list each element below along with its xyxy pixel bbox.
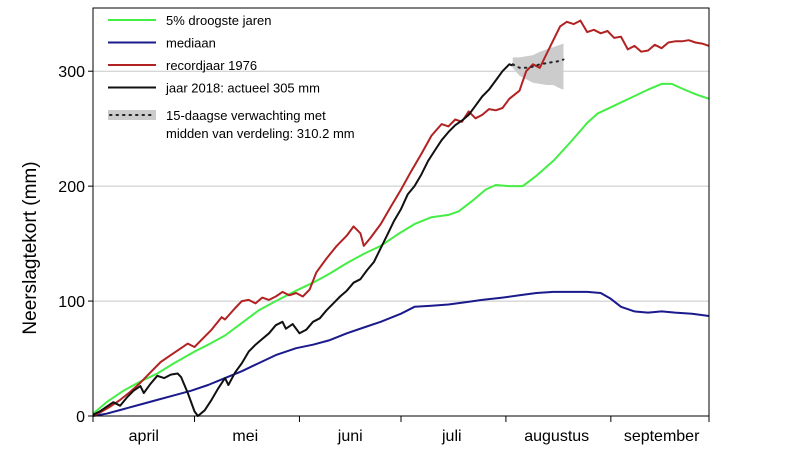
- y-tick-label: 300: [58, 64, 85, 81]
- series-line-recordjaar-1976: [92, 19, 710, 417]
- y-tick-label: 0: [76, 409, 85, 426]
- legend-label: recordjaar 1976: [166, 58, 257, 73]
- x-tick-label: augustus: [524, 428, 589, 445]
- forecast-dots: [511, 58, 565, 69]
- y-tick-label: 100: [58, 294, 85, 311]
- x-axis: april mei juni juli augustus september: [92, 416, 710, 445]
- y-axis: 0 100 200 300: [58, 64, 93, 426]
- gridlines: [93, 70, 709, 302]
- x-tick-label: juni: [337, 428, 363, 445]
- y-axis-title: Neerslagtekort (mm): [20, 161, 41, 334]
- y-tick-label: 200: [58, 179, 85, 196]
- series-line-5-droogste-jaren: [92, 82, 710, 415]
- x-tick-label: juli: [441, 428, 462, 445]
- legend-label: mediaan: [166, 36, 216, 51]
- legend-label: 5% droogste jaren: [166, 13, 272, 28]
- legend-label: jaar 2018: actueel 305 mm: [165, 81, 320, 96]
- legend-label: midden van verdeling: 310.2 mm: [166, 126, 355, 141]
- series-line-mediaan: [92, 290, 710, 417]
- series-line-jaar-2018-actueel-305-mm: [92, 63, 514, 417]
- legend-label: 15-daagse verwachting met: [166, 108, 326, 123]
- x-tick-label: september: [624, 428, 700, 445]
- x-tick-label: mei: [232, 428, 258, 445]
- forecast-median-line: [511, 58, 565, 69]
- x-tick-label: april: [129, 428, 159, 445]
- legend: 5% droogste jaren mediaan recordjaar 1976 j…: [108, 13, 355, 141]
- series-lines: [92, 19, 710, 417]
